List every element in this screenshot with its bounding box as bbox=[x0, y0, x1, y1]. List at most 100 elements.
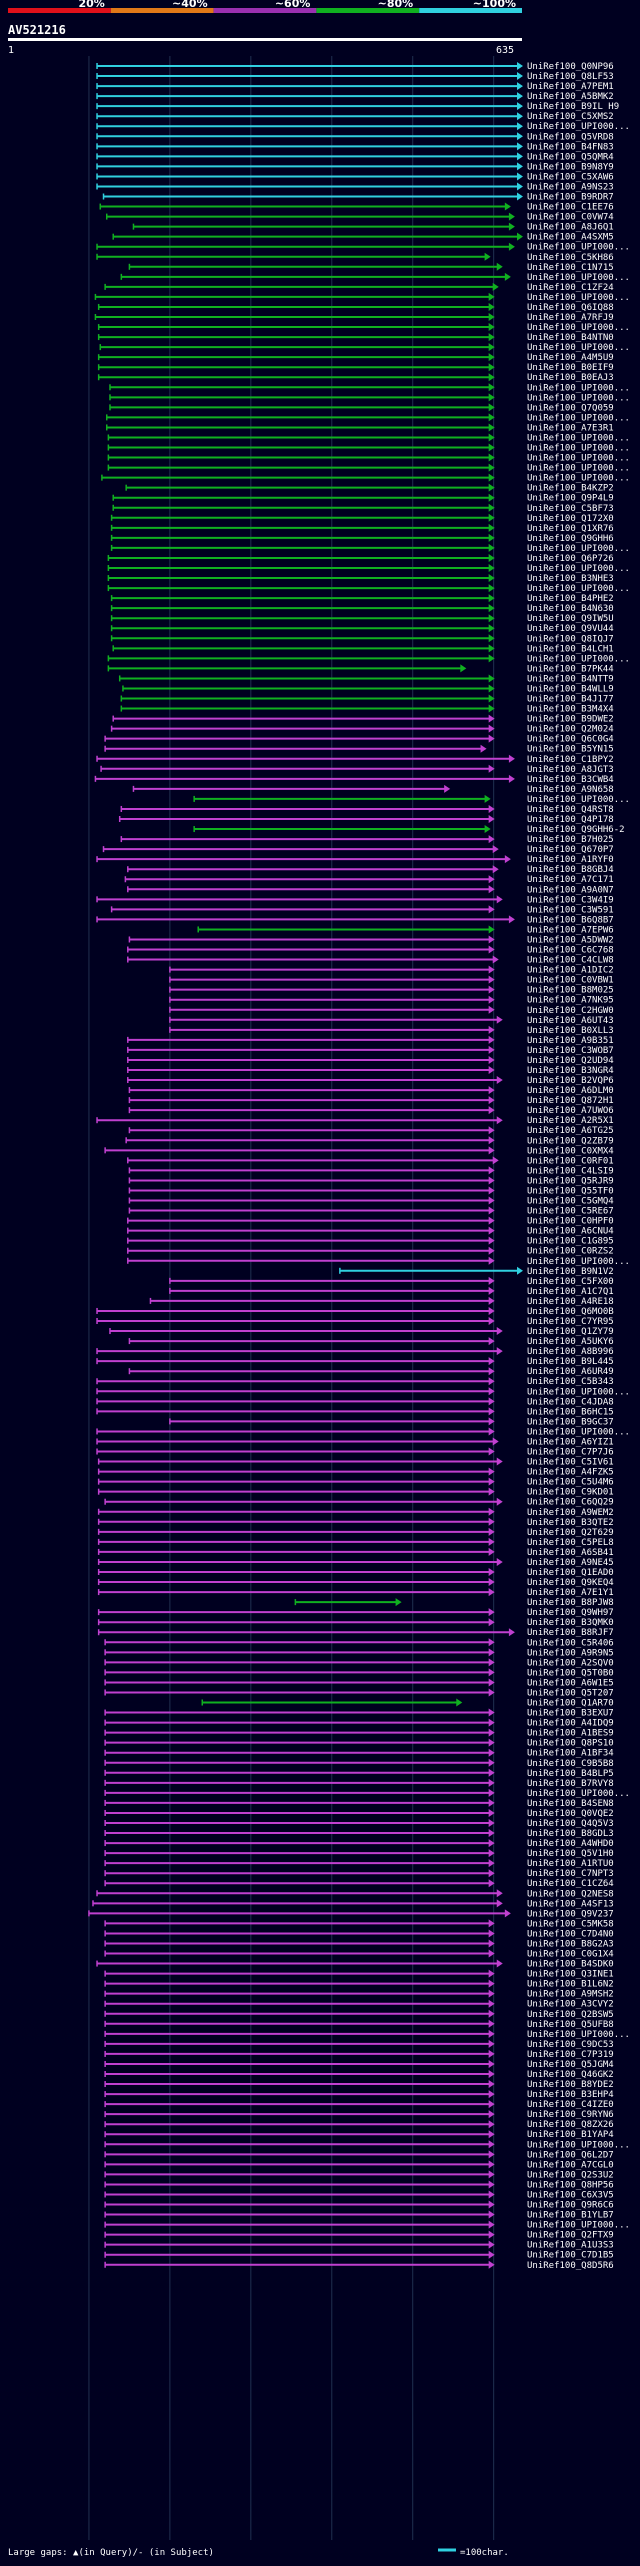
hit-label[interactable]: UniRef100_UPI000... bbox=[527, 544, 630, 554]
hit-label[interactable]: UniRef100_UPI000... bbox=[527, 2140, 630, 2150]
hit-row[interactable]: UniRef100_C6C768 bbox=[127, 945, 614, 956]
hit-row[interactable]: UniRef100_A9R9N5 bbox=[104, 1648, 614, 1658]
hit-label[interactable]: UniRef100_C0RZS2 bbox=[527, 1247, 614, 1257]
hit-label[interactable]: UniRef100_B0EAJ3 bbox=[527, 373, 614, 383]
hit-row[interactable]: UniRef100_B9RDR7 bbox=[102, 192, 614, 203]
hit-label[interactable]: UniRef100_B0XLL3 bbox=[527, 1026, 614, 1036]
hit-label[interactable]: UniRef100_B9N8Y9 bbox=[527, 162, 614, 172]
hit-label[interactable]: UniRef100_A7EPW6 bbox=[527, 925, 614, 935]
hit-row[interactable]: UniRef100_C5PEL8 bbox=[97, 1537, 614, 1548]
hit-label[interactable]: UniRef100_Q1XR76 bbox=[527, 524, 614, 534]
hit-label[interactable]: UniRef100_Q5UFB8 bbox=[527, 2020, 614, 2030]
hit-label[interactable]: UniRef100_C7P319 bbox=[527, 2050, 614, 2060]
hit-row[interactable]: UniRef100_B9N1V2 bbox=[339, 1266, 614, 1277]
hit-label[interactable]: UniRef100_Q872H1 bbox=[527, 1096, 614, 1106]
hit-row[interactable]: UniRef100_A6SB41 bbox=[97, 1547, 614, 1558]
hit-label[interactable]: UniRef100_C5FX00 bbox=[527, 1277, 614, 1287]
hit-row[interactable]: UniRef100_UPI000... bbox=[97, 323, 630, 333]
hit-row[interactable]: UniRef100_UPI000... bbox=[94, 292, 630, 303]
hit-label[interactable]: UniRef100_UPI000... bbox=[527, 474, 630, 484]
hit-row[interactable]: UniRef100_A6UT43 bbox=[169, 1015, 614, 1026]
hit-row[interactable]: UniRef100_C3W4I9 bbox=[96, 895, 614, 905]
hit-label[interactable]: UniRef100_A4IDQ9 bbox=[527, 1719, 614, 1729]
hit-label[interactable]: UniRef100_Q9P4L9 bbox=[527, 494, 614, 504]
hit-label[interactable]: UniRef100_A4RE18 bbox=[527, 1297, 614, 1307]
hit-row[interactable]: UniRef100_C1N715 bbox=[128, 262, 614, 273]
hit-label[interactable]: UniRef100_Q7Q059 bbox=[527, 403, 614, 413]
hit-label[interactable]: UniRef100_UPI000... bbox=[527, 654, 630, 664]
hit-row[interactable]: UniRef100_Q5QMR4 bbox=[96, 152, 614, 162]
hit-row[interactable]: UniRef100_Q8LF53 bbox=[96, 72, 614, 82]
hit-label[interactable]: UniRef100_C9RYN6 bbox=[527, 2110, 614, 2120]
hit-row[interactable]: UniRef100_A5DWW2 bbox=[128, 935, 614, 945]
hit-label[interactable]: UniRef100_C7P7J6 bbox=[527, 1448, 614, 1458]
hit-label[interactable]: UniRef100_Q55TF0 bbox=[527, 1186, 614, 1196]
hit-label[interactable]: UniRef100_Q9WH97 bbox=[527, 1608, 614, 1618]
hit-row[interactable]: UniRef100_Q6IQ88 bbox=[97, 302, 614, 313]
hit-row[interactable]: UniRef100_Q5T207 bbox=[104, 1688, 614, 1698]
hit-row[interactable]: UniRef100_A6CNU4 bbox=[127, 1226, 614, 1237]
hit-row[interactable]: UniRef100_B9DWE2 bbox=[112, 714, 614, 725]
hit-row[interactable]: UniRef100_C1G895 bbox=[127, 1236, 614, 1247]
hit-row[interactable]: UniRef100_C7NPT3 bbox=[104, 1869, 614, 1879]
hit-row[interactable]: UniRef100_Q5VRD8 bbox=[96, 132, 614, 142]
hit-row[interactable]: UniRef100_A4SF13 bbox=[92, 1899, 614, 1909]
hit-label[interactable]: UniRef100_Q6C0G4 bbox=[527, 735, 614, 745]
hit-label[interactable]: UniRef100_C4LSI9 bbox=[527, 1166, 614, 1176]
hit-row[interactable]: UniRef100_C1BPY2 bbox=[96, 754, 614, 765]
hit-label[interactable]: UniRef100_A5UKY6 bbox=[527, 1337, 614, 1347]
hit-label[interactable]: UniRef100_C0VW74 bbox=[527, 213, 614, 223]
hit-row[interactable]: UniRef100_A2R5X1 bbox=[96, 1116, 614, 1126]
hit-row[interactable]: UniRef100_C5R406 bbox=[104, 1638, 614, 1648]
hit-row[interactable]: UniRef100_A1U3S3 bbox=[104, 2240, 614, 2251]
hit-row[interactable]: UniRef100_B4FN83 bbox=[96, 142, 614, 152]
hit-label[interactable]: UniRef100_B8RJF7 bbox=[527, 1628, 614, 1638]
hit-row[interactable]: UniRef100_Q9P4L9 bbox=[112, 493, 614, 504]
hit-label[interactable]: UniRef100_A7PEM1 bbox=[527, 82, 614, 92]
hit-label[interactable]: UniRef100_B8GBJ4 bbox=[527, 865, 614, 875]
hit-label[interactable]: UniRef100_A8B996 bbox=[527, 1347, 614, 1357]
hit-label[interactable]: UniRef100_UPI000... bbox=[527, 444, 630, 454]
hit-label[interactable]: UniRef100_A7NK95 bbox=[527, 996, 614, 1006]
hit-row[interactable]: UniRef100_C0VBW1 bbox=[169, 975, 614, 986]
hit-label[interactable]: UniRef100_A1RYF0 bbox=[527, 855, 614, 865]
hit-row[interactable]: UniRef100_C0G1X4 bbox=[104, 1949, 614, 1960]
hit-label[interactable]: UniRef100_Q2BSW5 bbox=[527, 2010, 614, 2020]
hit-row[interactable]: UniRef100_C5RE67 bbox=[128, 1206, 614, 1217]
hit-row[interactable]: UniRef100_B3EXU7 bbox=[104, 1708, 614, 1719]
hit-label[interactable]: UniRef100_UPI000... bbox=[527, 323, 630, 333]
hit-row[interactable]: UniRef100_Q0VQE2 bbox=[104, 1808, 614, 1819]
hit-label[interactable]: UniRef100_Q8PS10 bbox=[527, 1739, 614, 1749]
hit-row[interactable]: UniRef100_UPI000... bbox=[110, 543, 630, 554]
hit-row[interactable]: UniRef100_C9KD01 bbox=[97, 1487, 614, 1498]
hit-row[interactable]: UniRef100_Q9R6C6 bbox=[104, 2200, 614, 2211]
hit-row[interactable]: UniRef100_B3M4X4 bbox=[120, 704, 614, 715]
hit-label[interactable]: UniRef100_Q1EAD0 bbox=[527, 1568, 614, 1578]
hit-label[interactable]: UniRef100_C7D4N0 bbox=[527, 1929, 614, 1939]
hit-label[interactable]: UniRef100_UPI000... bbox=[527, 122, 630, 132]
hit-label[interactable]: UniRef100_A7CGL0 bbox=[527, 2160, 614, 2170]
hit-label[interactable]: UniRef100_B9IL H9 bbox=[527, 102, 619, 112]
hit-row[interactable]: UniRef100_A1RYF0 bbox=[96, 855, 614, 865]
hit-row[interactable]: UniRef100_Q2FTX9 bbox=[104, 2230, 614, 2241]
hit-row[interactable]: UniRef100_A1C7Q1 bbox=[169, 1286, 614, 1297]
hit-row[interactable]: UniRef100_UPI000... bbox=[109, 393, 630, 403]
hit-row[interactable]: UniRef100_A4RE18 bbox=[149, 1296, 614, 1307]
hit-label[interactable]: UniRef100_A9WEM2 bbox=[527, 1508, 614, 1518]
hit-label[interactable]: UniRef100_A2SQV0 bbox=[527, 1658, 614, 1668]
hit-row[interactable]: UniRef100_Q8PS10 bbox=[104, 1738, 614, 1749]
hit-label[interactable]: UniRef100_C4IZE0 bbox=[527, 2100, 614, 2110]
hit-label[interactable]: UniRef100_C3WOB7 bbox=[527, 1046, 614, 1056]
hit-label[interactable]: UniRef100_A1U3S3 bbox=[527, 2241, 614, 2251]
hit-row[interactable]: UniRef100_B4SDK0 bbox=[96, 1959, 614, 1970]
hit-label[interactable]: UniRef100_Q9IW5U bbox=[527, 614, 614, 624]
hit-row[interactable]: UniRef100_C5GMQ4 bbox=[128, 1196, 614, 1207]
hit-label[interactable]: UniRef100_UPI000... bbox=[527, 273, 630, 283]
hit-row[interactable]: UniRef100_Q5UFB8 bbox=[104, 2019, 614, 2030]
hit-label[interactable]: UniRef100_C7YR95 bbox=[527, 1317, 614, 1327]
hit-row[interactable]: UniRef100_B9GC37 bbox=[169, 1417, 614, 1427]
hit-row[interactable]: UniRef100_Q2M024 bbox=[110, 724, 614, 735]
hit-label[interactable]: UniRef100_B4NTN0 bbox=[527, 333, 614, 343]
hit-label[interactable]: UniRef100_B3M4X4 bbox=[527, 705, 614, 715]
hit-label[interactable]: UniRef100_UPI000... bbox=[527, 293, 630, 303]
